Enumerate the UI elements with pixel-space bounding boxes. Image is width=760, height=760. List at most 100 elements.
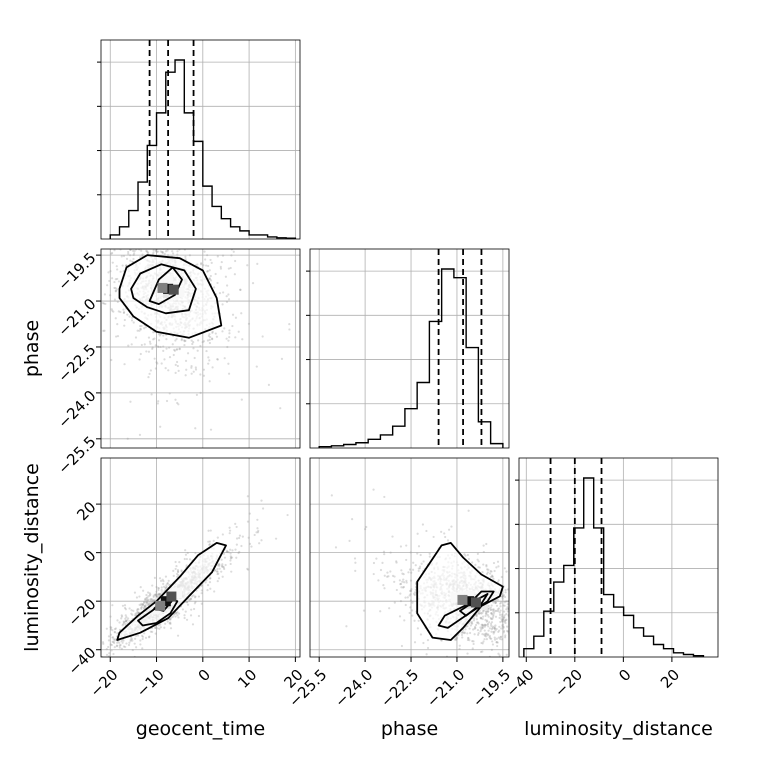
scatter-point bbox=[510, 587, 512, 589]
scatter-point bbox=[144, 245, 146, 247]
scatter-point bbox=[507, 607, 509, 610]
scatter-point bbox=[618, 645, 620, 647]
scatter-point bbox=[119, 270, 122, 273]
scatter-point bbox=[177, 616, 180, 619]
scatter-point bbox=[208, 236, 210, 238]
scatter-point bbox=[188, 558, 192, 561]
density-cell bbox=[157, 282, 168, 293]
scatter-point bbox=[113, 628, 117, 631]
scatter-point bbox=[188, 598, 192, 601]
scatter-point bbox=[217, 572, 220, 575]
scatter-point bbox=[202, 340, 205, 343]
scatter-point bbox=[196, 349, 199, 352]
scatter-point bbox=[170, 616, 173, 619]
scatter-point bbox=[413, 619, 416, 622]
scatter-point bbox=[230, 235, 232, 237]
scatter-point bbox=[152, 235, 154, 237]
scatter-point bbox=[207, 356, 210, 359]
scatter-point bbox=[171, 250, 174, 253]
scatter-point bbox=[121, 235, 123, 237]
scatter-point bbox=[510, 586, 512, 588]
scatter-point bbox=[131, 316, 134, 319]
grid-lines bbox=[310, 249, 509, 448]
scatter-point bbox=[477, 612, 480, 615]
scatter-point bbox=[151, 599, 155, 602]
scatter-point bbox=[495, 641, 498, 644]
scatter-point bbox=[224, 563, 227, 567]
scatter-point bbox=[209, 428, 213, 431]
scatter-point bbox=[173, 230, 175, 232]
scatter-point bbox=[212, 234, 214, 236]
scatter-point bbox=[463, 553, 466, 556]
scatter-point bbox=[154, 626, 157, 629]
scatter-point bbox=[122, 308, 125, 311]
scatter-point bbox=[208, 540, 212, 543]
scatter-point bbox=[487, 629, 490, 632]
scatter-point bbox=[539, 616, 541, 618]
scatter-point bbox=[122, 620, 125, 623]
y-tick-label: −19.5 bbox=[54, 249, 99, 294]
scatter-point bbox=[420, 562, 423, 565]
scatter-point bbox=[158, 577, 162, 580]
joint-geocent_time-luminosity_distance bbox=[45, 457, 301, 715]
scatter-point bbox=[60, 679, 62, 681]
scatter-point bbox=[195, 393, 198, 397]
scatter-point bbox=[176, 184, 178, 186]
scatter-point bbox=[247, 322, 251, 325]
density-cell bbox=[166, 591, 177, 602]
density-cell bbox=[168, 284, 179, 295]
scatter-point bbox=[579, 635, 581, 637]
scatter-point bbox=[513, 617, 515, 619]
scatter-point bbox=[230, 254, 233, 257]
scatter-point bbox=[511, 639, 513, 641]
scatter-point bbox=[512, 603, 514, 605]
scatter-point bbox=[443, 532, 446, 535]
scatter-point bbox=[183, 616, 186, 620]
scatter-point bbox=[171, 252, 175, 255]
scatter-point bbox=[512, 607, 514, 609]
scatter-point bbox=[164, 622, 167, 625]
scatter-point bbox=[92, 645, 94, 647]
scatter-point bbox=[226, 550, 229, 554]
scatter-point bbox=[164, 229, 166, 231]
scatter-point bbox=[229, 559, 232, 562]
scatter-point bbox=[246, 495, 249, 498]
scatter-point bbox=[493, 627, 496, 631]
scatter-point bbox=[513, 594, 515, 596]
scatter-point bbox=[511, 626, 513, 628]
scatter-point bbox=[481, 617, 484, 621]
scatter-point bbox=[489, 637, 492, 640]
scatter-point bbox=[500, 618, 503, 621]
scatter-point bbox=[207, 264, 210, 268]
scatter-point bbox=[144, 326, 147, 329]
scatter-point bbox=[127, 344, 130, 347]
scatter-point bbox=[45, 713, 47, 715]
scatter-point bbox=[87, 290, 89, 292]
scatter-point bbox=[261, 335, 264, 338]
scatter-point bbox=[177, 403, 180, 406]
scatter-point bbox=[516, 619, 518, 621]
scatter-point bbox=[117, 280, 121, 283]
scatter-point bbox=[164, 587, 168, 590]
scatter-point bbox=[470, 620, 474, 623]
scatter-point bbox=[486, 634, 489, 637]
y-axis-label: luminosity_distance bbox=[21, 463, 43, 652]
scatter-point bbox=[105, 225, 107, 227]
scatter-point bbox=[398, 615, 402, 618]
scatter-point bbox=[485, 620, 488, 623]
scatter-point bbox=[175, 611, 178, 615]
y-tick-label: −22.5 bbox=[54, 341, 99, 386]
scatter-point bbox=[200, 227, 202, 229]
scatter-point bbox=[490, 608, 493, 611]
scatter-point bbox=[186, 139, 188, 141]
scatter-point bbox=[133, 252, 136, 255]
scatter-point bbox=[142, 210, 144, 212]
scatter-point bbox=[176, 253, 179, 256]
scatter-point bbox=[122, 311, 126, 314]
scatter-point bbox=[228, 234, 230, 236]
scatter-point bbox=[111, 636, 114, 639]
scatter-point bbox=[506, 588, 509, 591]
scatter-point bbox=[80, 643, 82, 645]
scatter-point bbox=[101, 641, 105, 644]
scatter-point bbox=[133, 614, 137, 617]
